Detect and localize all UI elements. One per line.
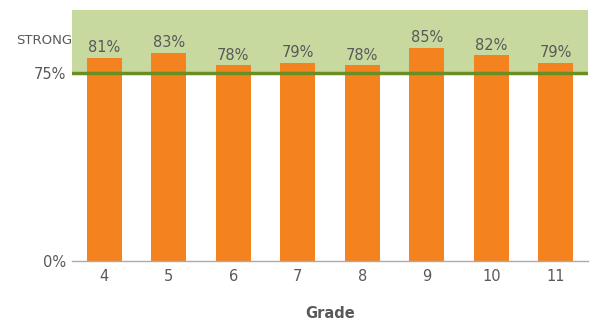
- Bar: [215, 65, 251, 261]
- Bar: [86, 57, 122, 261]
- Text: STRONG: STRONG: [16, 34, 72, 46]
- Text: 83%: 83%: [152, 35, 185, 50]
- Text: 85%: 85%: [410, 30, 443, 45]
- Bar: [151, 52, 187, 261]
- Bar: [538, 63, 574, 261]
- Bar: [280, 63, 316, 261]
- Text: 81%: 81%: [88, 40, 121, 55]
- Bar: [344, 65, 380, 261]
- Bar: [473, 55, 509, 261]
- Text: Grade: Grade: [305, 306, 355, 321]
- Bar: [72, 10, 588, 72]
- Text: 79%: 79%: [281, 45, 314, 60]
- Text: 78%: 78%: [346, 48, 379, 63]
- Bar: [409, 47, 445, 261]
- Text: 78%: 78%: [217, 48, 250, 63]
- Text: 82%: 82%: [475, 38, 508, 52]
- Text: 79%: 79%: [539, 45, 572, 60]
